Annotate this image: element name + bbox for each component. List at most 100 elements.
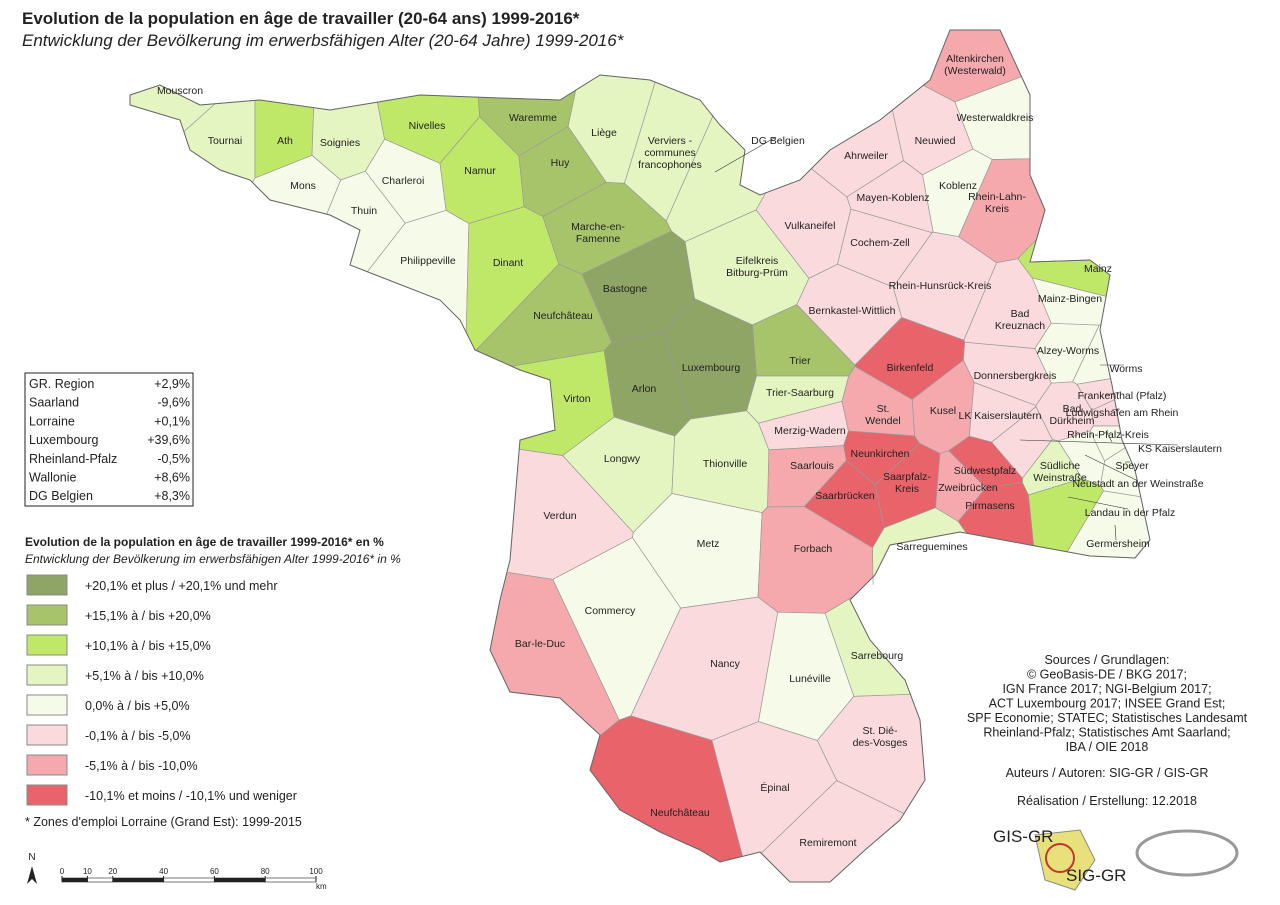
scale-segment — [163, 877, 215, 883]
legend-label: +20,1% et plus / +20,1% und mehr — [85, 579, 278, 593]
scale-label: 60 — [210, 867, 219, 876]
leader-line — [1104, 391, 1121, 396]
region-label: Zweibrücken — [938, 482, 998, 494]
source-line: © GeoBasis-DE / BKG 2017; — [1027, 668, 1187, 682]
region-label: Donnersbergkreis — [974, 370, 1057, 382]
region-label: Landau in der Pfalz — [1085, 507, 1175, 519]
region-label: Marche-en- — [571, 221, 625, 233]
source-line: Sources / Grundlagen: — [1044, 653, 1169, 667]
region-label: Koblenz — [939, 180, 977, 192]
region-label: (Westerwald) — [944, 65, 1006, 77]
region-label: Rhein-Hunsrück-Kreis — [889, 280, 992, 292]
scale-bar: 0 10 20 40 60 80 100 km — [60, 867, 327, 891]
region-label: Neustadt an der Weinstraße — [1072, 478, 1203, 490]
region-label: LK Kaiserslautern — [959, 410, 1042, 422]
region-label: Dinant — [493, 257, 523, 269]
legend-label: -5,1% à / bis -10,0% — [85, 759, 198, 773]
region-label: Saarbrücken — [815, 490, 875, 502]
region-label: Mainz — [1084, 263, 1112, 275]
scale-segment — [214, 877, 266, 883]
source-line: IGN France 2017; NGI-Belgium 2017; — [1002, 682, 1211, 696]
region-label: communes — [644, 147, 695, 159]
region-label: Merzig-Wadern — [774, 425, 846, 437]
region-label: Speyer — [1115, 460, 1149, 472]
region-label: Weinstraße — [1033, 472, 1087, 484]
region-label: Kreis — [895, 483, 919, 495]
legend-label: -10,1% et moins / -10,1% und weniger — [85, 789, 297, 803]
scale-label: 40 — [159, 867, 168, 876]
region-label: Bernkastel-Wittlich — [809, 305, 896, 317]
region-label: Tournai — [208, 135, 242, 147]
leader-line — [1084, 454, 1137, 481]
legend-label: +5,1% à / bis +10,0% — [85, 669, 204, 683]
leader-line — [1111, 408, 1121, 411]
north-arrow-shape — [27, 866, 37, 884]
region-label: Sarrebourg — [851, 650, 904, 662]
region-label: Trier — [789, 355, 811, 367]
sources: Sources / Grundlagen:© GeoBasis-DE / BKG… — [967, 653, 1248, 754]
title: Evolution de la population en âge de tra… — [22, 9, 580, 28]
region-label: Neunkirchen — [851, 448, 910, 460]
region — [1057, 430, 1105, 487]
legend-title: Evolution de la population en âge de tra… — [25, 535, 384, 549]
region-label: Rhein-Pfalz-Kreis — [1067, 429, 1149, 441]
region-label: Forbach — [794, 543, 833, 555]
region-label: Soignies — [320, 137, 360, 149]
region-label: Kreuznach — [995, 320, 1045, 332]
region-label: St. — [877, 403, 890, 415]
legend-label: +10,1% à / bis +15,0% — [85, 639, 211, 653]
region-label: Neufchâteau — [650, 807, 710, 819]
summary-value: +39,6% — [147, 433, 190, 447]
leader-line — [1105, 430, 1113, 443]
logo-partners — [1135, 829, 1239, 877]
scale-label: 0 — [60, 867, 65, 876]
legend-label: -0,1% à / bis -5,0% — [85, 729, 191, 743]
region-label: DG Belgien — [751, 135, 805, 147]
region-label: Eifelkreis — [736, 255, 779, 267]
region-label: francophones — [638, 159, 702, 171]
region-label: Germersheim — [1086, 538, 1150, 550]
region-label: Worms — [1109, 363, 1142, 375]
region-label: Sarreguemines — [896, 541, 967, 553]
region-label: Ludwigshafen am Rhein — [1066, 407, 1179, 419]
authors: Auteurs / Autoren: SIG-GR / GIS-GR — [1006, 766, 1209, 780]
region-label: Mouscron — [157, 85, 203, 97]
source-line: Rheinland-Pfalz; Statistisches Amt Saarl… — [983, 726, 1230, 740]
scale-unit: km — [316, 882, 327, 891]
region-label: Saarpfalz- — [883, 471, 931, 483]
logo-circle — [1045, 843, 1075, 873]
region-label: Mons — [290, 180, 316, 192]
summary-label: Lorraine — [29, 414, 75, 428]
scale-label: 20 — [108, 867, 117, 876]
logos: GIS-GR SIG-GR — [993, 827, 1239, 891]
summary-value: -0,5% — [157, 452, 190, 466]
summary-value: +0,1% — [154, 414, 190, 428]
legend-swatch — [26, 754, 68, 776]
region-label: Südwestpfalz — [954, 465, 1016, 477]
summary-label: Saarland — [29, 396, 79, 410]
leader-line — [1019, 439, 1179, 446]
region-label: Thionville — [703, 458, 748, 470]
summary-label: Wallonie — [29, 471, 77, 485]
region-label: Neuwied — [915, 135, 956, 147]
subtitle: Entwicklung der Bevölkerung im erwerbsfä… — [22, 31, 625, 50]
region-label: Altenkirchen — [946, 53, 1004, 65]
logo-shape — [1034, 829, 1096, 891]
region-label: Saarlouis — [790, 460, 834, 472]
summary-rows: GR. Region +2,9% Saarland -9,6% Lorraine +0,1… — [29, 377, 190, 503]
region-label: KS Kaiserslautern — [1138, 443, 1222, 455]
north-label: N — [28, 852, 35, 863]
region-label: Ath — [277, 135, 293, 147]
summary-label: Rheinland-Pfalz — [29, 452, 117, 466]
region-label: Alzey-Worms — [1037, 345, 1099, 357]
region-label: Mainz-Bingen — [1038, 293, 1102, 305]
legend-swatch — [26, 664, 68, 686]
region-label: Thuin — [351, 205, 377, 217]
summary-value: -9,6% — [157, 396, 190, 410]
region-label: Mayen-Koblenz — [857, 192, 930, 204]
summary-value: +8,6% — [154, 471, 190, 485]
region-label: Westerwaldkreis — [957, 112, 1034, 124]
summary-table — [24, 372, 194, 507]
region-label: Kusel — [930, 405, 956, 417]
